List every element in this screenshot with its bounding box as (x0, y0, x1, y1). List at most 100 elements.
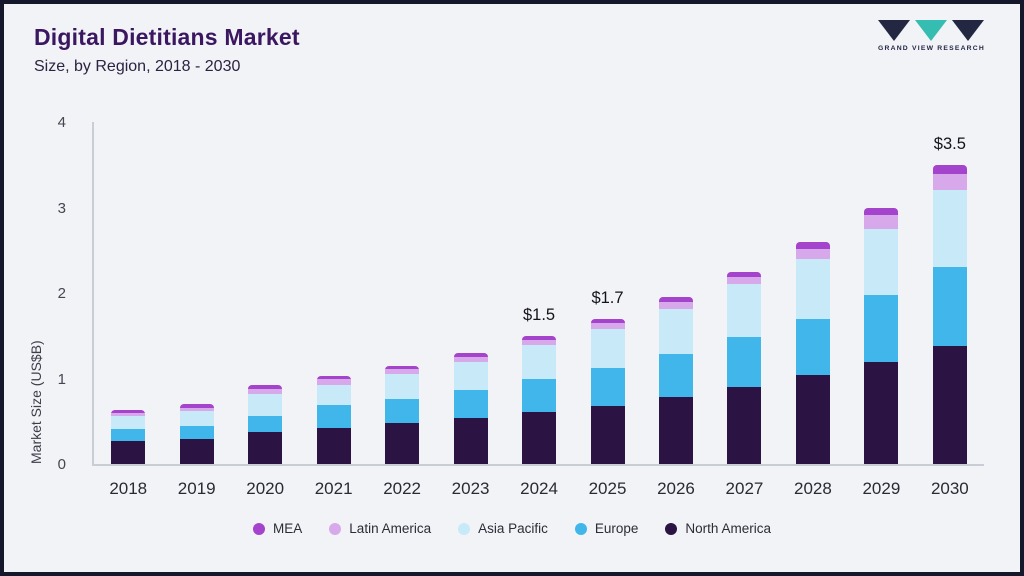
stacked-bar-2023 (453, 352, 488, 464)
segment-latin-america (932, 174, 967, 191)
stacked-bar-2027 (727, 271, 762, 464)
legend-label: Latin America (349, 521, 432, 536)
x-tick-label: 2023 (451, 479, 490, 498)
bar-column-2020: 2020 (231, 122, 299, 498)
y-tick-label: 1 (57, 370, 66, 388)
bar-column-2029: 2029 (847, 122, 915, 498)
segment-asia-pacific (179, 411, 214, 427)
x-tick-label: 2019 (177, 479, 216, 498)
logo-shape-left (878, 20, 910, 41)
x-tick-label: 2027 (725, 479, 764, 498)
segment-asia-pacific (795, 258, 830, 319)
legend-item-north-america: North America (665, 521, 771, 536)
segment-north-america (316, 428, 351, 464)
chart-title: Digital Dietitians Market (34, 24, 300, 50)
y-tick-label: 3 (57, 199, 66, 217)
legend: MEA Latin America Asia Pacific Europe North … (4, 521, 1020, 536)
segment-mea (385, 365, 420, 370)
legend-swatch-mea (253, 522, 266, 535)
bar-column-2018: 2018 (94, 122, 162, 498)
segment-mea (316, 376, 351, 380)
segment-mea (453, 352, 488, 358)
segment-asia-pacific (248, 393, 283, 417)
segment-europe (727, 337, 762, 387)
stacked-bar-2018 (111, 410, 146, 464)
legend-item-asia-pacific: Asia Pacific (458, 521, 548, 536)
stacked-bar-2022 (385, 365, 420, 464)
value-annotation-2024: $1.5 (522, 305, 556, 324)
segment-mea (248, 385, 283, 389)
x-tick-label: 2030 (930, 479, 969, 498)
x-tick-label: 2020 (246, 479, 285, 498)
stacked-bar-2026 (658, 297, 693, 464)
segment-asia-pacific (932, 190, 967, 268)
x-tick-label: 2021 (314, 479, 353, 498)
segment-latin-america (248, 388, 283, 394)
x-tick-label: 2018 (109, 479, 148, 498)
segment-asia-pacific (864, 229, 899, 295)
bar-column-2022: 2022 (368, 122, 436, 498)
segment-mea (522, 335, 557, 341)
bar-column-2023: 2023 (436, 122, 504, 498)
grand-view-research-logo: GRAND VIEW RESEARCH (878, 20, 984, 52)
bar-column-2026: 2026 (642, 122, 710, 498)
segment-asia-pacific (316, 384, 351, 406)
bar-column-2030: $3.5 2030 (916, 122, 984, 498)
x-tick-label: 2026 (657, 479, 695, 498)
legend-label: North America (685, 521, 771, 536)
segment-asia-pacific (453, 362, 488, 391)
y-axis: 0 1 2 3 4 (4, 114, 82, 473)
segment-asia-pacific (385, 374, 420, 400)
stacked-bar-2025 (590, 318, 625, 464)
segment-asia-pacific (590, 329, 625, 369)
legend-label: MEA (273, 521, 303, 536)
gvr-logo-icon (878, 20, 984, 41)
segment-latin-america (727, 276, 762, 285)
x-tick-label: 2028 (794, 479, 832, 498)
segment-europe (658, 353, 693, 397)
legend-swatch-north-america (665, 522, 678, 535)
segment-asia-pacific (658, 309, 693, 354)
plot-area: 2018 2019 2020 2021 2022 2023 $1.5 2024 $1.7 2025… (92, 122, 984, 498)
segment-europe (179, 426, 214, 440)
bar-column-2025: $1.7 2025 (573, 122, 641, 498)
segment-north-america (522, 411, 557, 464)
stacked-bar-2020 (248, 385, 283, 464)
x-tick-label: 2022 (383, 479, 422, 498)
segment-north-america (795, 375, 830, 464)
logo-text: GRAND VIEW RESEARCH (878, 45, 986, 52)
segment-north-america (385, 423, 420, 464)
bar-column-2021: 2021 (299, 122, 367, 498)
segment-mea (727, 271, 762, 277)
value-annotation-2025: $1.7 (591, 288, 624, 307)
segment-latin-america (522, 340, 557, 346)
legend-label: Asia Pacific (478, 521, 548, 536)
segment-mea (111, 410, 146, 413)
legend-swatch-latin-america (329, 522, 342, 535)
chart-subtitle: Size, by Region, 2018 - 2030 (34, 58, 241, 75)
segment-latin-america (453, 357, 488, 363)
bar-column-2027: 2027 (710, 122, 778, 498)
stacked-bar-2029 (864, 207, 899, 464)
chart-header: Digital Dietitians Market Size, by Regio… (34, 24, 300, 76)
segment-latin-america (864, 215, 899, 230)
bar-column-2019: 2019 (162, 122, 230, 498)
legend-swatch-europe (574, 522, 587, 535)
segment-latin-america (111, 412, 146, 417)
stacked-bar-2028 (795, 241, 830, 464)
segment-europe (864, 294, 899, 363)
segment-latin-america (179, 407, 214, 412)
segment-asia-pacific (727, 284, 762, 338)
legend-swatch-asia-pacific (458, 522, 471, 535)
segment-europe (590, 368, 625, 406)
stacked-bar-2019 (179, 404, 214, 464)
logo-shape-middle (915, 20, 947, 41)
y-tick-label: 2 (57, 285, 66, 302)
segment-europe (932, 267, 967, 346)
legend-item-latin-america: Latin America (329, 521, 431, 536)
stacked-bar-2030 (932, 164, 967, 464)
segment-europe (316, 405, 351, 429)
bar-column-2024: $1.5 2024 (505, 122, 573, 498)
segment-europe (795, 318, 830, 376)
